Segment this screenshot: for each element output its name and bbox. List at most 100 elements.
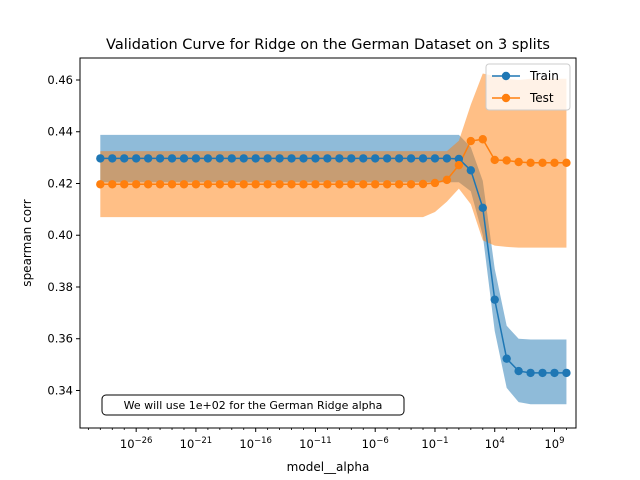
x-axis: 10−26 10−21 10−16 10−11 10−6 10−1 104 109 — [87, 428, 567, 451]
test-point — [490, 155, 499, 165]
train-point — [143, 154, 153, 163]
test-point — [359, 180, 368, 189]
train-point — [562, 368, 571, 378]
y-axis: 0.34 0.36 0.38 0.40 0.42 0.44 0.46 — [47, 73, 80, 397]
test-point — [466, 136, 476, 146]
train-point — [526, 368, 535, 378]
train-point — [323, 154, 332, 163]
train-point — [191, 154, 201, 163]
train-point — [239, 154, 248, 163]
chart-title: Validation Curve for Ridge on the German… — [106, 37, 550, 53]
data-points — [96, 135, 571, 378]
train-point — [263, 154, 272, 163]
train-point — [227, 154, 236, 163]
test-point — [108, 180, 117, 189]
train-point — [179, 154, 189, 163]
x-tick-label: 109 — [544, 436, 564, 451]
test-point — [191, 180, 201, 189]
train-legend-marker — [501, 71, 511, 81]
x-tick-label: 10−11 — [299, 436, 332, 451]
test-point — [430, 178, 440, 188]
test-point — [514, 157, 523, 167]
train-point — [335, 154, 344, 163]
y-tick-label: 0.38 — [47, 280, 73, 294]
test-point — [275, 180, 284, 189]
y-tick-label: 0.42 — [47, 176, 73, 190]
test-legend-label: Test — [529, 91, 554, 105]
train-point — [538, 368, 547, 378]
test-point — [454, 160, 464, 170]
train-point — [108, 154, 117, 163]
annotation-frame — [101, 394, 405, 416]
train-point — [287, 154, 296, 163]
train-point — [442, 154, 452, 163]
test-point — [526, 158, 535, 167]
test-point — [382, 180, 392, 189]
test-point — [311, 180, 320, 189]
train-point — [371, 154, 380, 163]
test-point — [167, 180, 177, 189]
test-point — [263, 180, 272, 189]
train-point — [311, 154, 320, 163]
test-point — [347, 180, 356, 189]
train-point — [418, 154, 428, 163]
y-tick-label: 0.44 — [47, 125, 73, 139]
train-point — [406, 154, 416, 163]
train-point — [131, 154, 141, 163]
train-point — [155, 154, 165, 163]
train-point — [299, 154, 308, 163]
train-point — [203, 154, 213, 163]
x-tick-label: 10−26 — [120, 436, 153, 451]
x-tick-label: 104 — [485, 436, 505, 451]
test-point — [323, 180, 332, 189]
plot-frame — [79, 57, 577, 429]
test-point — [131, 180, 141, 189]
test-point — [371, 180, 380, 189]
train-point — [359, 154, 368, 163]
test-point — [394, 180, 404, 189]
test-point — [538, 158, 547, 167]
test-legend-marker — [501, 93, 511, 103]
test-point — [96, 180, 105, 189]
test-point — [155, 180, 165, 189]
test-point — [502, 156, 511, 165]
test-point — [143, 180, 153, 189]
train-point — [394, 154, 404, 163]
series-lines — [100, 138, 567, 374]
y-tick-label: 0.46 — [47, 73, 73, 87]
test-band — [100, 73, 567, 248]
train-point — [96, 154, 105, 163]
test-point — [550, 158, 559, 167]
train-point — [454, 154, 464, 164]
y-axis-label: spearman corr — [20, 199, 34, 286]
train-point — [490, 295, 499, 304]
train-point — [502, 354, 511, 363]
train-point — [167, 154, 177, 163]
x-tick-label: 10−16 — [239, 436, 272, 451]
test-point — [227, 180, 236, 189]
train-point — [215, 154, 225, 163]
test-point — [418, 179, 428, 189]
test-point — [251, 180, 260, 189]
x-tick-label: 10−6 — [362, 436, 389, 451]
test-point — [120, 180, 129, 189]
train-point — [550, 368, 559, 378]
train-legend-label: Train — [529, 69, 559, 83]
train-line — [100, 157, 567, 374]
annotation-box: We will use 1e+02 for the German Ridge a… — [101, 394, 405, 416]
x-tick-label: 10−21 — [180, 436, 213, 451]
train-point — [251, 154, 260, 163]
y-tick-label: 0.40 — [47, 228, 73, 242]
train-point — [347, 154, 356, 163]
test-point — [215, 180, 225, 189]
x-axis-label: model__alpha — [287, 460, 370, 474]
test-point — [562, 158, 571, 167]
test-point — [239, 180, 248, 189]
test-line — [100, 138, 567, 186]
train-point — [275, 154, 284, 163]
test-point — [179, 180, 189, 189]
train-point — [382, 154, 392, 163]
y-tick-label: 0.34 — [47, 383, 73, 397]
train-point — [120, 154, 129, 163]
